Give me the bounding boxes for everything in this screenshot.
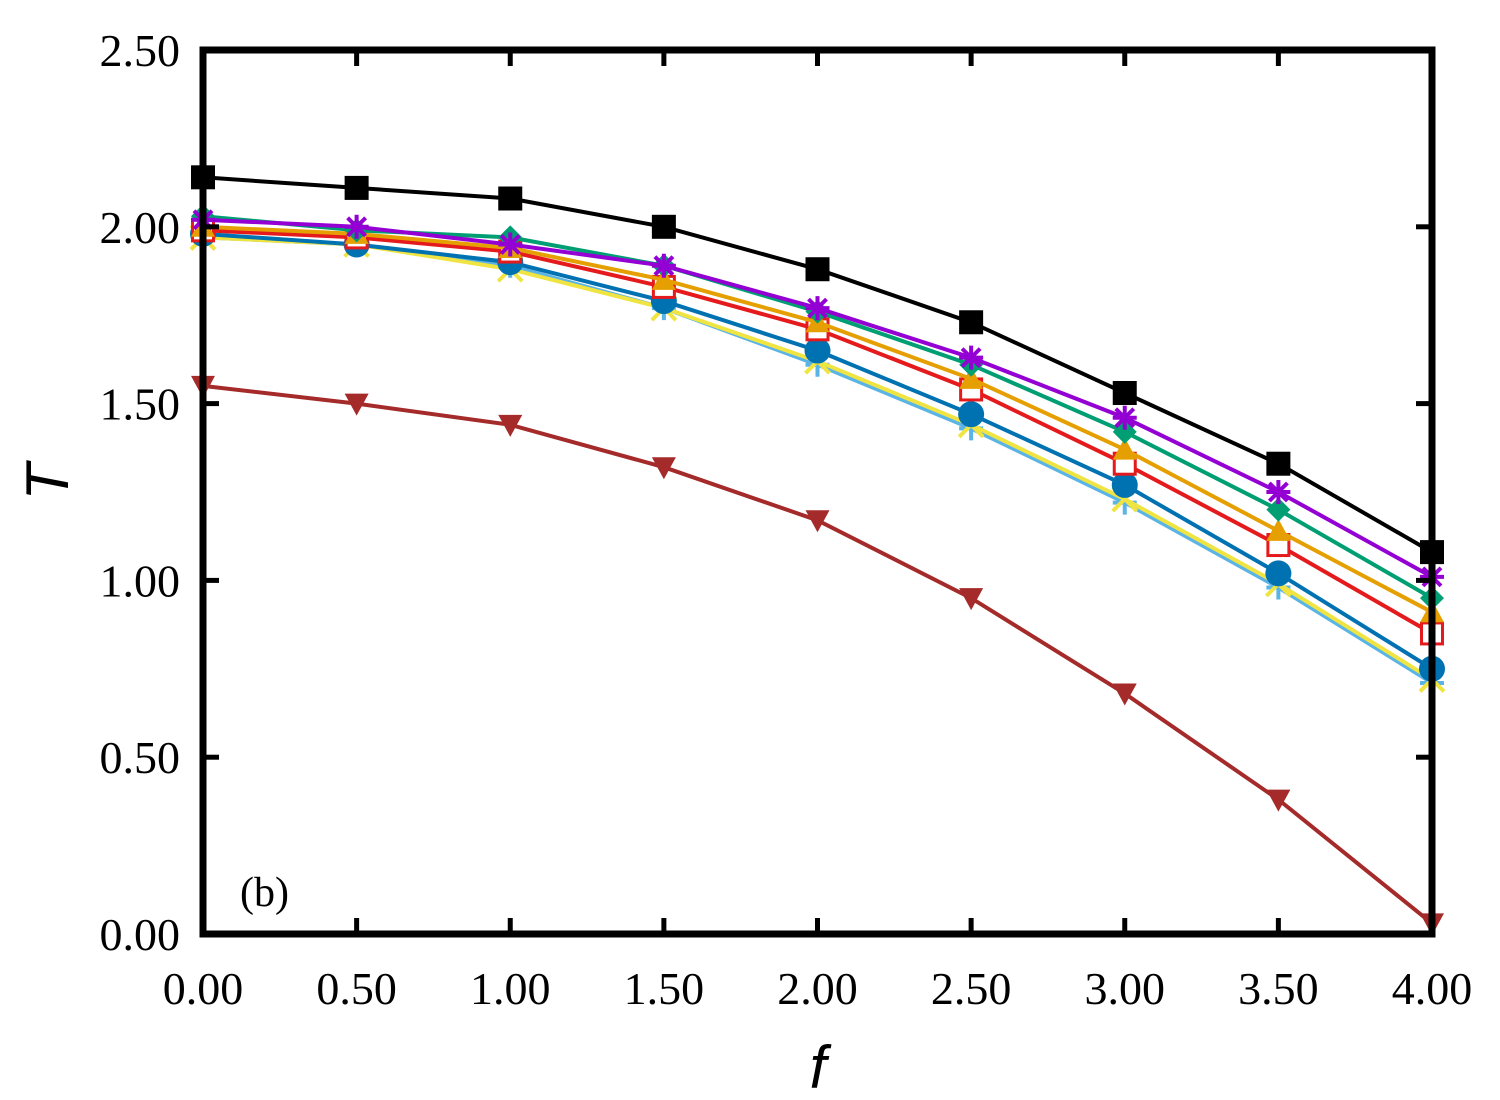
data-point-triangle-down	[498, 414, 523, 437]
data-point-diamond	[1266, 497, 1291, 522]
series-layer	[189, 165, 1446, 936]
data-point-circle	[1111, 471, 1138, 498]
x-tick-label: 1.50	[624, 963, 705, 1014]
data-point-circle	[958, 401, 985, 428]
y-tick-label: 1.50	[100, 379, 181, 430]
axes-layer: 0.00 0.50 1.00 1.50 2.00 2.50 3.00 3.50 4.00 0.00…	[100, 25, 1473, 1014]
panel-label: (b)	[240, 870, 289, 916]
data-point-square	[344, 175, 369, 200]
data-point-triangle-down	[1266, 789, 1291, 812]
data-point-triangle-down	[805, 510, 830, 533]
y-axis-title: T	[14, 459, 81, 500]
x-tick-label: 2.50	[931, 963, 1012, 1014]
data-point-asterisk	[1266, 480, 1291, 504]
series-x	[189, 223, 1446, 693]
data-point-asterisk	[959, 345, 984, 370]
x-tick-label: 3.00	[1085, 963, 1166, 1014]
data-point-square	[498, 186, 523, 211]
y-tick-label: 0.50	[100, 732, 181, 783]
data-point-triangle-down	[344, 393, 369, 416]
x-tick-label: 0.00	[163, 963, 244, 1014]
data-point-square	[1266, 451, 1291, 476]
data-point-triangle-up	[1112, 437, 1137, 460]
data-point-asterisk	[498, 232, 523, 257]
data-point-square	[805, 257, 830, 282]
series-triangle-down	[191, 375, 1444, 936]
data-point-asterisk	[344, 214, 369, 239]
x-tick-label: 2.00	[777, 963, 858, 1014]
data-point-circle	[1265, 560, 1292, 587]
data-point-triangle-up	[1266, 518, 1291, 541]
x-tick-label: 1.00	[470, 963, 551, 1014]
y-tick-label: 0.00	[100, 909, 181, 960]
data-point-triangle-up	[651, 267, 676, 290]
x-tick-label: 0.50	[316, 963, 397, 1014]
x-tick-label: 4.00	[1392, 963, 1473, 1014]
y-tick-label: 2.50	[100, 25, 181, 76]
data-point-triangle-down	[651, 457, 676, 480]
x-tick-label: 3.50	[1238, 963, 1319, 1014]
data-point-asterisk	[1112, 405, 1137, 430]
data-point-circle	[804, 337, 831, 364]
data-point-triangle-down	[1112, 683, 1137, 706]
data-point-square	[959, 310, 984, 335]
data-point-triangle-down	[959, 588, 984, 611]
y-tick-label: 2.00	[100, 202, 181, 253]
series-line-triangle-down	[202, 383, 1434, 925]
data-point-asterisk	[651, 253, 676, 278]
series-plus	[191, 225, 1444, 695]
series-circle	[190, 220, 1445, 682]
series-line-square-open	[202, 228, 1433, 636]
data-point-asterisk	[805, 296, 830, 321]
x-axis-title: f	[810, 1034, 832, 1100]
data-point-square	[651, 214, 676, 239]
series-square	[191, 165, 1444, 565]
series-square-open	[191, 218, 1444, 646]
data-point-square	[1112, 380, 1137, 405]
y-tick-label: 1.00	[100, 555, 181, 606]
data-point-triangle-up	[959, 366, 984, 389]
